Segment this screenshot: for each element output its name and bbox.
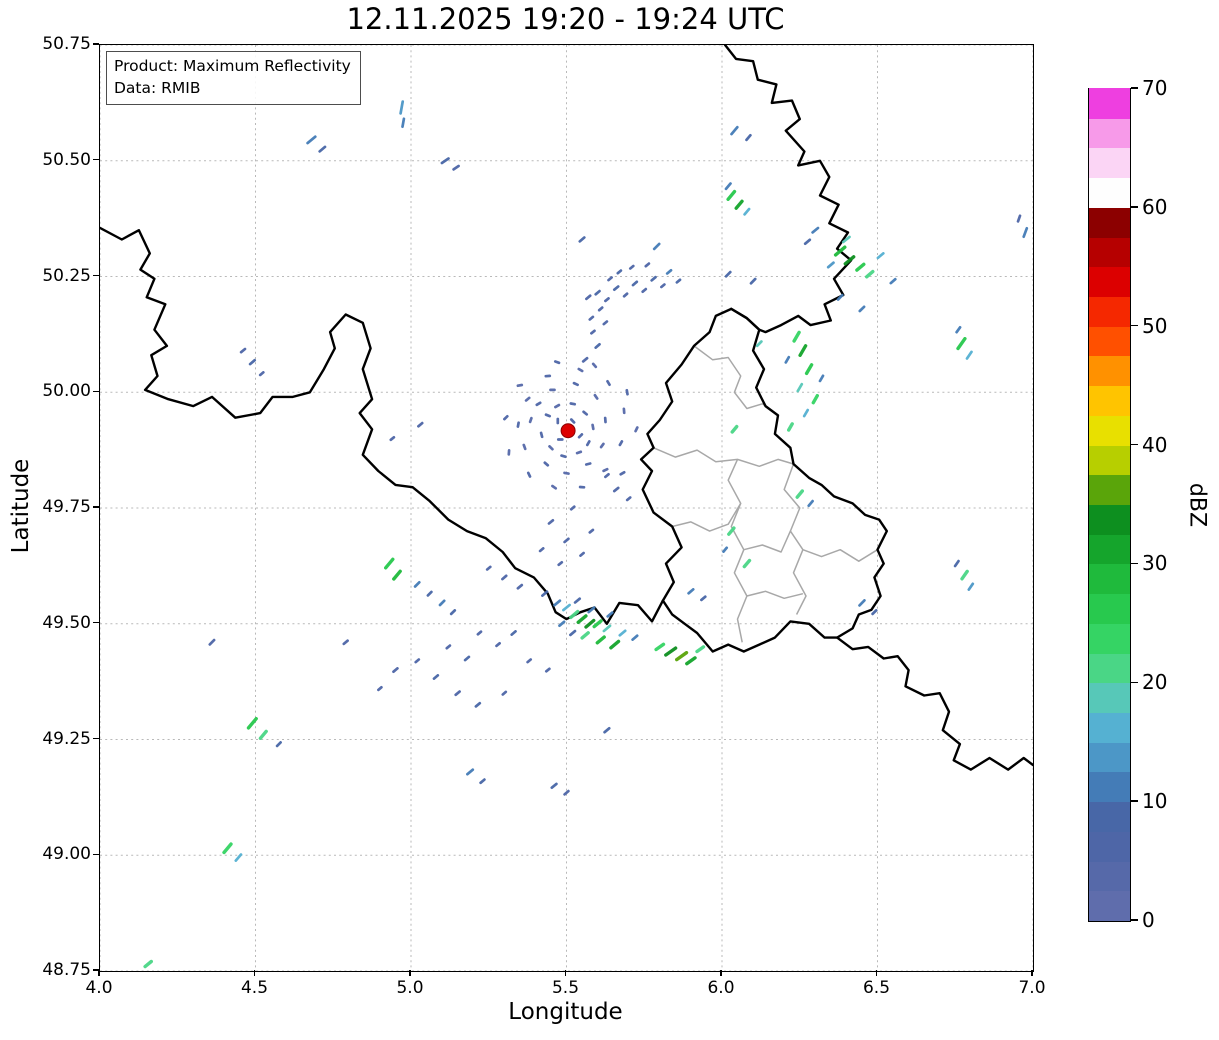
colorbar-tick-mark xyxy=(1131,325,1138,327)
x-tick-label: 4.5 xyxy=(240,978,269,998)
y-tick-label: 49.75 xyxy=(42,497,91,517)
colorbar-band xyxy=(1089,355,1130,387)
y-tick-mark xyxy=(93,390,99,392)
colorbar-band xyxy=(1089,88,1130,119)
x-tick-label: 4.0 xyxy=(85,978,113,998)
x-tick-mark xyxy=(720,970,722,976)
y-tick-label: 50.00 xyxy=(42,381,91,402)
y-tick-label: 50.25 xyxy=(42,265,91,286)
colorbar-band xyxy=(1089,474,1130,505)
y-tick-mark xyxy=(93,274,99,277)
colorbar-label: dBZ xyxy=(1184,482,1210,528)
y-tick-mark xyxy=(93,43,99,45)
y-tick-label: 49.50 xyxy=(42,612,91,633)
x-axis-label: Longitude xyxy=(508,999,623,1025)
district-borders xyxy=(653,345,878,643)
colorbar-band xyxy=(1089,504,1130,535)
colorbar-band xyxy=(1089,801,1130,832)
colorbar-band xyxy=(1089,118,1130,149)
x-tick-mark xyxy=(1031,970,1033,976)
colorbar-tick-mark xyxy=(1131,800,1138,802)
colorbar-tick-label: 10 xyxy=(1142,789,1168,814)
colorbar-tick-label: 70 xyxy=(1142,76,1168,100)
colorbar-band xyxy=(1089,593,1130,624)
y-tick-label: 48.75 xyxy=(42,960,91,980)
map-plot-area: Product: Maximum Reflectivity Data: RMIB xyxy=(99,44,1034,972)
colorbar-band xyxy=(1089,771,1130,803)
annotation-product-line: Product: Maximum Reflectivity xyxy=(114,57,351,75)
radar-site-marker xyxy=(560,423,576,439)
colorbar-band xyxy=(1089,296,1130,327)
annotation-data-line: Data: RMIB xyxy=(114,79,201,97)
colorbar-tick-label: 20 xyxy=(1142,670,1168,695)
colorbar-band xyxy=(1089,147,1130,179)
x-tick-label: 7.0 xyxy=(1018,978,1046,998)
x-tick-mark xyxy=(875,970,878,976)
colorbar-band xyxy=(1089,712,1130,743)
colorbar xyxy=(1088,88,1131,922)
colorbar-band xyxy=(1089,623,1130,654)
x-tick-mark xyxy=(98,970,100,976)
colorbar-band xyxy=(1089,266,1130,297)
colorbar-band xyxy=(1089,860,1130,892)
y-tick-mark xyxy=(93,969,99,971)
colorbar-band xyxy=(1089,831,1130,862)
y-tick-label: 49.00 xyxy=(42,844,91,865)
colorbar-band xyxy=(1089,177,1130,208)
y-tick-mark xyxy=(93,622,99,624)
colorbar-tick-mark xyxy=(1131,681,1138,683)
colorbar-band xyxy=(1089,236,1130,268)
colorbar-band xyxy=(1089,326,1130,357)
x-tick-label: 5.5 xyxy=(551,978,580,998)
colorbar-band xyxy=(1089,444,1130,476)
y-tick-mark xyxy=(93,853,99,855)
x-tick-mark xyxy=(564,970,567,976)
colorbar-tick-mark xyxy=(1131,206,1138,208)
colorbar-band xyxy=(1089,207,1130,238)
colorbar-band xyxy=(1089,534,1130,565)
x-tick-label: 6.5 xyxy=(862,978,891,998)
colorbar-tick-mark xyxy=(1131,87,1138,89)
grid-lines xyxy=(100,45,1033,971)
x-tick-mark xyxy=(409,970,411,976)
x-tick-label: 5.0 xyxy=(396,978,424,998)
colorbar-band xyxy=(1089,682,1130,713)
colorbar-tick-mark xyxy=(1131,562,1138,565)
y-tick-label: 50.75 xyxy=(42,34,91,54)
colorbar-tick-label: 0 xyxy=(1142,908,1155,932)
radar-echoes xyxy=(143,100,1029,969)
colorbar-tick-mark xyxy=(1131,443,1138,446)
colorbar-band xyxy=(1089,890,1130,921)
product-annotation-box: Product: Maximum Reflectivity Data: RMIB xyxy=(106,51,361,105)
x-tick-mark xyxy=(253,970,256,976)
colorbar-band xyxy=(1089,652,1130,684)
y-tick-label: 50.50 xyxy=(42,149,91,170)
colorbar-tick-mark xyxy=(1131,919,1138,921)
radar-map-canvas xyxy=(100,45,1033,971)
colorbar-band xyxy=(1089,415,1130,446)
chart-title: 12.11.2025 19:20 - 19:24 UTC xyxy=(346,2,785,36)
colorbar-band xyxy=(1089,563,1130,595)
colorbar-band xyxy=(1089,742,1130,773)
national-borders xyxy=(100,45,1033,771)
colorbar-band xyxy=(1089,385,1130,416)
y-tick-mark xyxy=(93,506,99,508)
colorbar-tick-label: 30 xyxy=(1142,551,1168,576)
y-tick-mark xyxy=(93,737,99,740)
y-tick-label: 49.25 xyxy=(42,728,91,749)
colorbar-tick-label: 60 xyxy=(1142,194,1168,219)
colorbar-tick-label: 50 xyxy=(1142,313,1168,338)
y-tick-mark xyxy=(93,159,99,161)
x-tick-label: 6.0 xyxy=(707,978,735,998)
colorbar-tick-label: 40 xyxy=(1142,432,1168,457)
